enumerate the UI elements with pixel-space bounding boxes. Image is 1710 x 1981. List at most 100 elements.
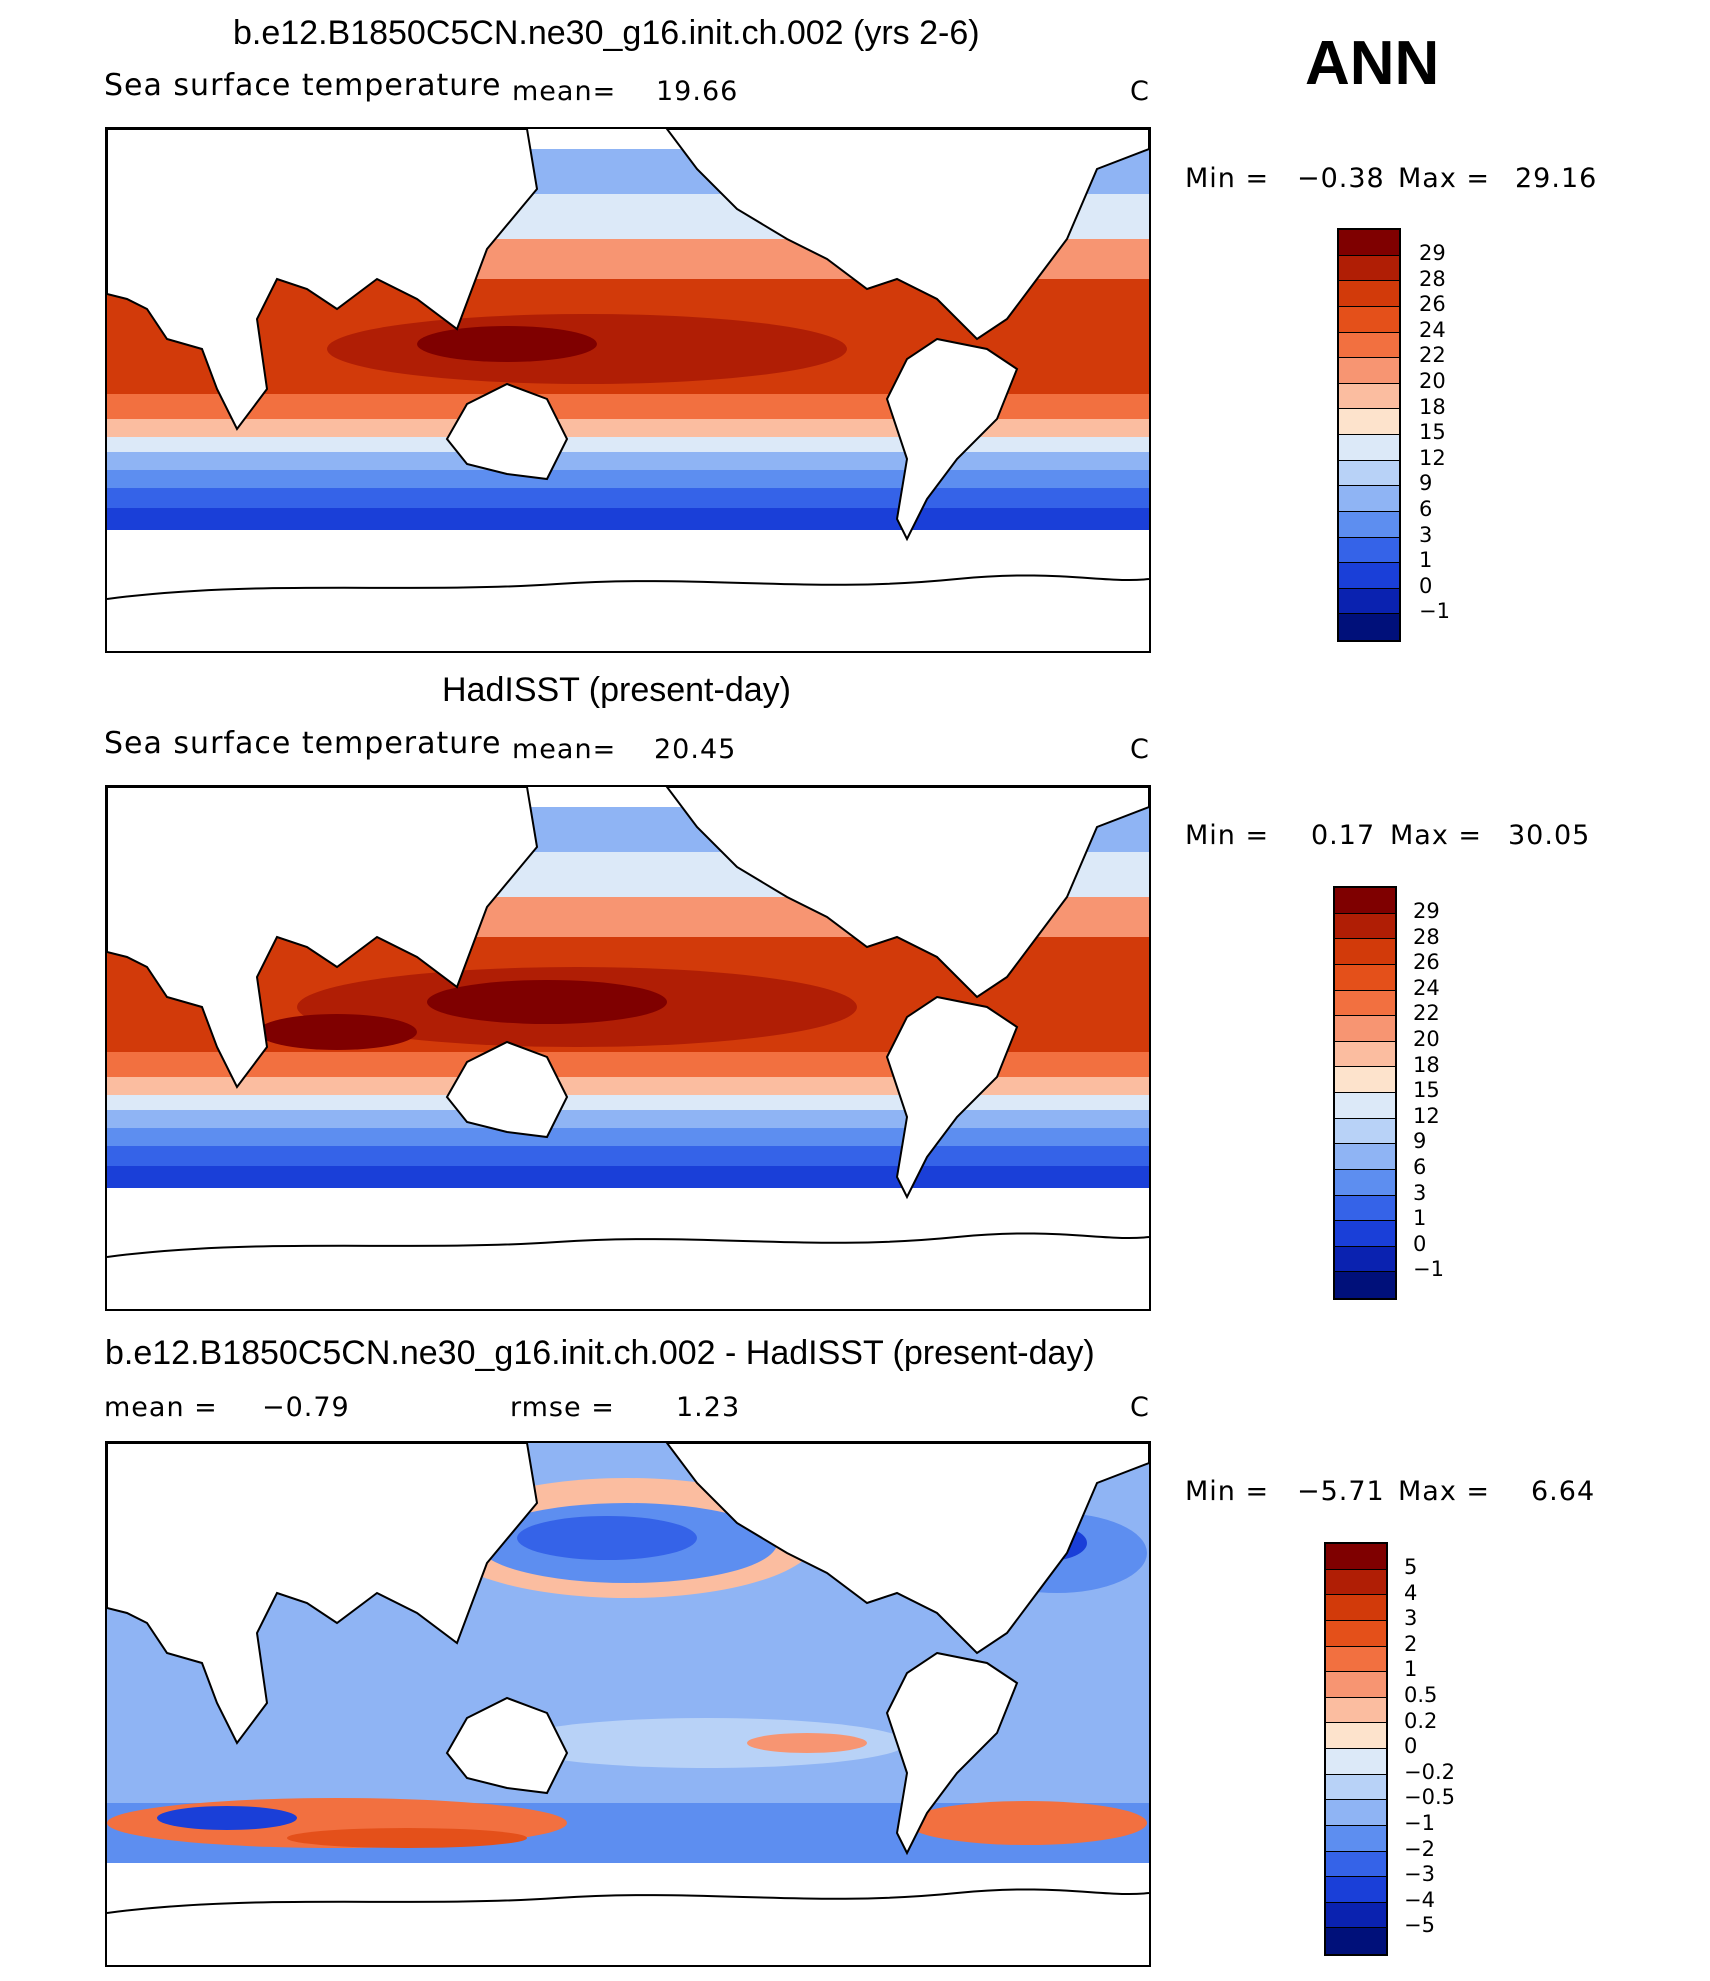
colorbar-tick-label: 0 xyxy=(1413,1231,1427,1256)
panel1-sst-map xyxy=(105,127,1151,653)
colorbar-swatch xyxy=(1335,1272,1395,1298)
colorbar-tick-label: 20 xyxy=(1419,368,1446,393)
colorbar-tick-label: −0.5 xyxy=(1404,1785,1455,1810)
colorbar-swatch xyxy=(1335,1144,1395,1170)
colorbar-tick-label: 9 xyxy=(1419,471,1433,496)
colorbar-swatch xyxy=(1339,306,1399,333)
colorbar-tick-label: 12 xyxy=(1419,445,1446,470)
colorbar-tick-label: 18 xyxy=(1419,394,1446,419)
colorbar-tick-label: 26 xyxy=(1419,292,1446,317)
colorbar-tick-label: 6 xyxy=(1419,496,1433,521)
colorbar-tick-label: 24 xyxy=(1413,975,1440,1000)
colorbar-tick-label: −1 xyxy=(1404,1810,1435,1835)
colorbar-tick-label: 0.5 xyxy=(1404,1682,1438,1707)
panel3-title: b.e12.B1850C5CN.ne30_g16.init.ch.002 - H… xyxy=(105,1334,1095,1372)
panel3-mean-label: mean = xyxy=(104,1392,218,1423)
colorbar-tick-label: −4 xyxy=(1404,1887,1435,1912)
panel3-min-value: −5.71 xyxy=(1297,1476,1385,1507)
panel2-min-label: Min = xyxy=(1185,820,1270,851)
panel2-mean-label: mean= xyxy=(512,734,617,765)
colorbar-swatch xyxy=(1326,1646,1386,1673)
colorbar-tick-label: 28 xyxy=(1419,266,1446,291)
colorbar-swatch xyxy=(1339,537,1399,564)
panel1-mean-value: 19.66 xyxy=(656,76,739,107)
panel2-colorbar-labels: 29 28 26 24 22 20 18 15 12 9 6 3 1 0 −1 xyxy=(1413,899,1444,1283)
colorbar-tick-label: 15 xyxy=(1419,420,1446,445)
panel2-mean-value: 20.45 xyxy=(654,734,737,765)
panel1-min-label: Min = xyxy=(1185,163,1270,194)
colorbar-tick-label: −0.2 xyxy=(1404,1759,1455,1784)
colorbar-tick-label: 29 xyxy=(1413,899,1440,923)
colorbar-swatch xyxy=(1335,1067,1395,1093)
colorbar-swatch xyxy=(1339,614,1399,640)
season-label: ANN xyxy=(1305,29,1440,98)
colorbar-tick-label: 1 xyxy=(1419,548,1433,573)
colorbar-tick-label: 22 xyxy=(1419,343,1446,368)
panel1-mean-label: mean= xyxy=(512,76,617,107)
colorbar-swatch xyxy=(1335,964,1395,991)
colorbar-swatch xyxy=(1326,1774,1386,1801)
panel3-mean-value: −0.79 xyxy=(262,1392,350,1423)
panel1-unit: C xyxy=(1130,76,1150,107)
panel2-title: HadISST (present-day) xyxy=(442,671,791,709)
colorbar-swatch xyxy=(1335,1093,1395,1119)
colorbar-swatch xyxy=(1326,1544,1386,1570)
colorbar-swatch xyxy=(1339,511,1399,538)
colorbar-swatch xyxy=(1326,1800,1386,1826)
colorbar-tick-label: 4 xyxy=(1404,1580,1418,1605)
colorbar-swatch xyxy=(1339,358,1399,384)
colorbar-tick-label: 0.2 xyxy=(1404,1708,1438,1733)
colorbar-swatch xyxy=(1339,435,1399,461)
colorbar-tick-label: 28 xyxy=(1413,924,1440,949)
colorbar-swatch xyxy=(1326,1697,1386,1724)
panel1-max-label: Max = xyxy=(1398,163,1491,194)
colorbar-swatch xyxy=(1339,383,1399,410)
colorbar-tick-label: 0 xyxy=(1419,573,1433,598)
colorbar-swatch xyxy=(1339,460,1399,487)
colorbar-swatch xyxy=(1335,990,1395,1017)
colorbar-tick-label: 1 xyxy=(1413,1206,1427,1231)
colorbar-swatch xyxy=(1339,332,1399,359)
panel3-colorbar xyxy=(1324,1542,1388,1956)
panel3-rmse-value: 1.23 xyxy=(676,1392,741,1423)
colorbar-swatch xyxy=(1339,409,1399,435)
colorbar-tick-label: 12 xyxy=(1413,1103,1440,1128)
panel3-min-label: Min = xyxy=(1185,1476,1270,1507)
colorbar-tick-label: 6 xyxy=(1413,1154,1427,1179)
colorbar-swatch xyxy=(1326,1877,1386,1903)
colorbar-swatch xyxy=(1326,1749,1386,1775)
colorbar-swatch xyxy=(1335,1221,1395,1247)
colorbar-swatch xyxy=(1326,1620,1386,1647)
colorbar-tick-label: 20 xyxy=(1413,1026,1440,1051)
colorbar-tick-label: 9 xyxy=(1413,1129,1427,1154)
colorbar-tick-label: 22 xyxy=(1413,1001,1440,1026)
colorbar-swatch xyxy=(1335,888,1395,914)
panel3-difference-map xyxy=(105,1441,1151,1967)
colorbar-swatch xyxy=(1326,1902,1386,1929)
panel1-colorbar-labels: 29 28 26 24 22 20 18 15 12 9 6 3 1 0 −1 xyxy=(1419,241,1450,625)
panel1-variable: Sea surface temperature xyxy=(104,68,502,103)
colorbar-swatch xyxy=(1335,1246,1395,1273)
colorbar-swatch xyxy=(1326,1595,1386,1621)
panel2-colorbar xyxy=(1333,886,1397,1300)
colorbar-swatch xyxy=(1339,563,1399,589)
colorbar-swatch xyxy=(1335,1041,1395,1068)
panel3-colorbar-labels: 5 4 3 2 1 0.5 0.2 0 −0.2 −0.5 −1 −2 −3 −4 −5 xyxy=(1404,1555,1455,1939)
colorbar-swatch xyxy=(1326,1569,1386,1596)
panel2-max-value: 30.05 xyxy=(1508,820,1591,851)
colorbar-tick-label: 5 xyxy=(1404,1555,1418,1579)
panel2-sst-map xyxy=(105,785,1151,1311)
colorbar-tick-label: −1 xyxy=(1413,1257,1444,1282)
colorbar-tick-label: 3 xyxy=(1419,522,1433,547)
panel1-min-value: −0.38 xyxy=(1297,163,1385,194)
panel1-colorbar xyxy=(1337,228,1401,642)
colorbar-tick-label: 0 xyxy=(1404,1734,1418,1759)
panel3-unit: C xyxy=(1130,1392,1150,1423)
colorbar-swatch xyxy=(1339,255,1399,282)
panel1-title: b.e12.B1850C5CN.ne30_g16.init.ch.002 (yr… xyxy=(233,14,980,52)
colorbar-swatch xyxy=(1339,281,1399,307)
panel2-max-label: Max = xyxy=(1390,820,1483,851)
colorbar-tick-label: 15 xyxy=(1413,1078,1440,1103)
panel2-min-value: 0.17 xyxy=(1311,820,1376,851)
colorbar-swatch xyxy=(1339,230,1399,256)
